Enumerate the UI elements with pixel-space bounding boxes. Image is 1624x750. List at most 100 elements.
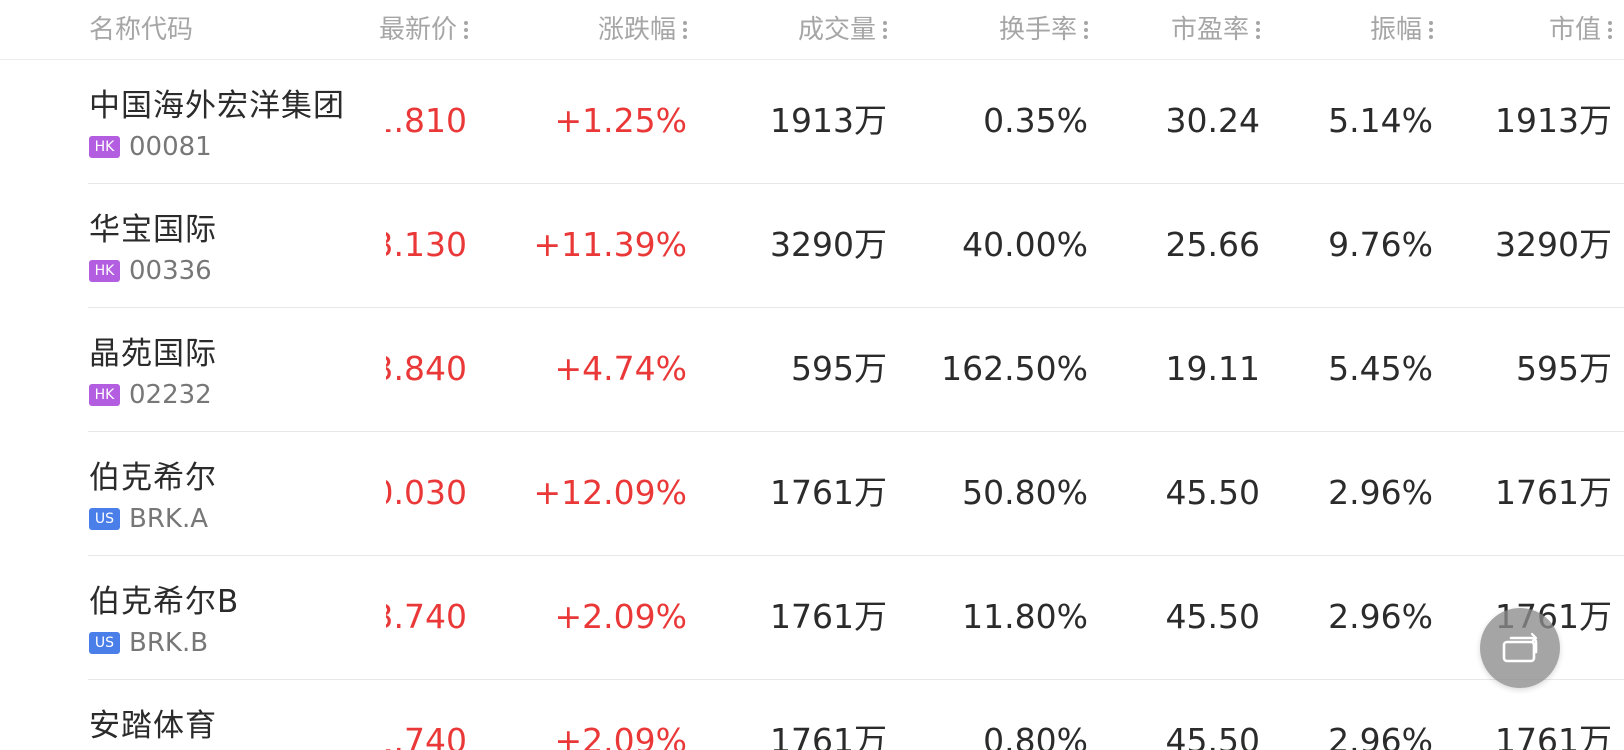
stock-row[interactable]: 华宝国际 HK 00336 3.130 +11.39% 3290万 40.00%… (0, 184, 1624, 308)
sort-icon (464, 21, 468, 39)
row-divider (88, 183, 1624, 184)
turnover-rate: 11.80% (962, 597, 1088, 636)
stock-name: 伯克希尔B (89, 584, 240, 620)
header-volume-label: 成交量 (797, 15, 876, 45)
header-volume-sort[interactable]: 成交量 (798, 12, 887, 48)
change-percent: +1.25% (554, 101, 687, 140)
sort-icon (883, 21, 887, 39)
latest-price: 3.840 (386, 349, 467, 388)
change-percent: +4.74% (554, 349, 687, 388)
volume: 595万 (791, 349, 887, 388)
change-percent: +11.39% (533, 225, 687, 264)
header-turnover-label: 换手率 (998, 15, 1077, 45)
header-change-label: 涨跌幅 (597, 15, 676, 45)
price-cell: 3.740 (386, 596, 467, 638)
market-badge-hk: HK (89, 260, 120, 282)
market-badge-us: US (89, 508, 120, 530)
price-cell: 3.840 (386, 348, 467, 390)
sort-icon (1256, 21, 1260, 39)
stock-code: 00336 (129, 256, 212, 286)
volume: 1913万 (770, 101, 887, 140)
header-price-sort[interactable]: 最新价 (379, 12, 468, 48)
stock-name: 伯克希尔 (89, 460, 217, 496)
header-change-sort[interactable]: 涨跌幅 (598, 12, 687, 48)
change-percent: +2.09% (554, 721, 687, 750)
latest-price: 1.740 (386, 721, 467, 750)
price-cell: 1.740 (386, 720, 467, 750)
amplitude: 9.76% (1328, 225, 1433, 264)
price-cell: 3.130 (386, 224, 467, 266)
latest-price: 3.130 (386, 225, 467, 264)
market-cap: 1761万 (1495, 473, 1612, 512)
stock-code-line: HK 00081 (89, 132, 212, 162)
market-badge-us: US (89, 632, 120, 654)
header-market-cap-sort[interactable]: 市值 (1549, 12, 1612, 48)
turnover-rate: 0.80% (983, 721, 1088, 750)
stock-row[interactable]: 伯克希尔B US BRK.B 3.740 +2.09% 1761万 11.80%… (0, 556, 1624, 680)
header-market-cap-label: 市值 (1548, 15, 1601, 45)
stock-name: 晶苑国际 (89, 336, 217, 372)
change-percent: +2.09% (554, 597, 687, 636)
stock-code: BRK.B (129, 628, 209, 658)
stock-code-line: US BRK.A (89, 504, 208, 534)
sort-icon (1608, 21, 1612, 39)
row-divider (88, 307, 1624, 308)
row-divider (88, 555, 1624, 556)
price-cell: 0.030 (386, 472, 467, 514)
stock-code-line: US BRK.B (89, 628, 208, 658)
stock-name: 中国海外宏洋集团 (89, 88, 345, 124)
market-cap: 1913万 (1495, 101, 1612, 140)
market-cap: 3290万 (1495, 225, 1612, 264)
turnover-rate: 162.50% (941, 349, 1088, 388)
stock-list: 中国海外宏洋集团 HK 00081 1.810 +1.25% 1913万 0.3… (0, 60, 1624, 750)
header-amplitude-label: 振幅 (1369, 15, 1422, 45)
turnover-rate: 40.00% (962, 225, 1088, 264)
volume: 1761万 (770, 597, 887, 636)
amplitude: 2.96% (1328, 473, 1433, 512)
amplitude: 2.96% (1328, 721, 1433, 750)
table-header: 名称代码 最新价 涨跌幅 成交量 换手率 市盈率 振幅 市值 (0, 0, 1624, 60)
pe-ratio: 30.24 (1165, 101, 1260, 140)
header-price-label: 最新价 (378, 15, 457, 45)
latest-price: 1.810 (386, 101, 467, 140)
volume: 1761万 (770, 721, 887, 750)
pe-ratio: 45.50 (1165, 721, 1260, 750)
market-badge-hk: HK (89, 384, 120, 406)
stock-row[interactable]: 伯克希尔 US BRK.A 0.030 +12.09% 1761万 50.80%… (0, 432, 1624, 556)
header-turnover-sort[interactable]: 换手率 (999, 12, 1088, 48)
amplitude: 5.14% (1328, 101, 1433, 140)
header-pe-sort[interactable]: 市盈率 (1171, 12, 1260, 48)
price-cell: 1.810 (386, 100, 467, 142)
stock-code-line: HK 00336 (89, 256, 212, 286)
stock-row[interactable]: 中国海外宏洋集团 HK 00081 1.810 +1.25% 1913万 0.3… (0, 60, 1624, 184)
amplitude: 5.45% (1328, 349, 1433, 388)
row-divider (88, 431, 1624, 432)
stock-code: 02232 (129, 380, 212, 410)
sort-icon (1084, 21, 1088, 39)
stock-code-line: HK 02232 (89, 380, 212, 410)
stock-code: BRK.A (129, 504, 209, 534)
stock-code: 00081 (129, 132, 212, 162)
floating-switch-button[interactable] (1480, 608, 1560, 688)
latest-price: 0.030 (386, 473, 467, 512)
stock-name: 华宝国际 (89, 212, 217, 248)
pe-ratio: 19.11 (1165, 349, 1260, 388)
stock-row[interactable]: 安踏体育 HK 02020 1.740 +2.09% 1761万 0.80% 4… (0, 680, 1624, 750)
stock-row[interactable]: 晶苑国际 HK 02232 3.840 +4.74% 595万 162.50% … (0, 308, 1624, 432)
header-name-code: 名称代码 (89, 12, 193, 48)
change-percent: +12.09% (533, 473, 687, 512)
sort-icon (683, 21, 687, 39)
header-amplitude-sort[interactable]: 振幅 (1370, 12, 1433, 48)
latest-price: 3.740 (386, 597, 467, 636)
stock-name: 安踏体育 (89, 708, 217, 744)
amplitude: 2.96% (1328, 597, 1433, 636)
pe-ratio: 45.50 (1165, 473, 1260, 512)
sort-icon (1429, 21, 1433, 39)
volume: 3290万 (770, 225, 887, 264)
market-badge-hk: HK (89, 136, 120, 158)
header-pe-label: 市盈率 (1170, 15, 1249, 45)
pe-ratio: 25.66 (1165, 225, 1260, 264)
turnover-rate: 0.35% (983, 101, 1088, 140)
volume: 1761万 (770, 473, 887, 512)
